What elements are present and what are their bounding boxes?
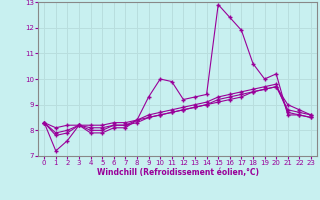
X-axis label: Windchill (Refroidissement éolien,°C): Windchill (Refroidissement éolien,°C) <box>97 168 259 177</box>
